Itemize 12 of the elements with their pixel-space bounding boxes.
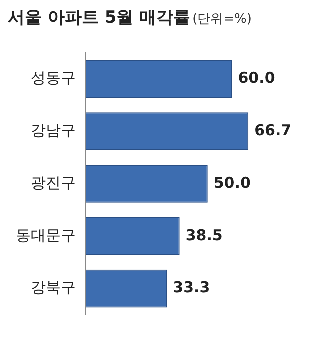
data-label: 50.0 xyxy=(214,174,251,192)
y-tick-label: 강북구 xyxy=(31,278,76,297)
y-tick-label: 광진구 xyxy=(31,174,76,192)
y-tick-label: 성동구 xyxy=(31,69,76,88)
y-tick-label: 강남구 xyxy=(31,121,76,140)
data-label: 60.0 xyxy=(238,69,276,88)
y-tick-label: 동대문구 xyxy=(16,226,76,244)
data-label: 38.5 xyxy=(186,226,223,244)
data-label: 66.7 xyxy=(254,121,292,140)
data-label: 33.3 xyxy=(173,278,210,297)
chart-title: 서울 아파트 5월 매각률 xyxy=(8,8,191,28)
chart-subtitle: (단위=%) xyxy=(192,12,252,27)
